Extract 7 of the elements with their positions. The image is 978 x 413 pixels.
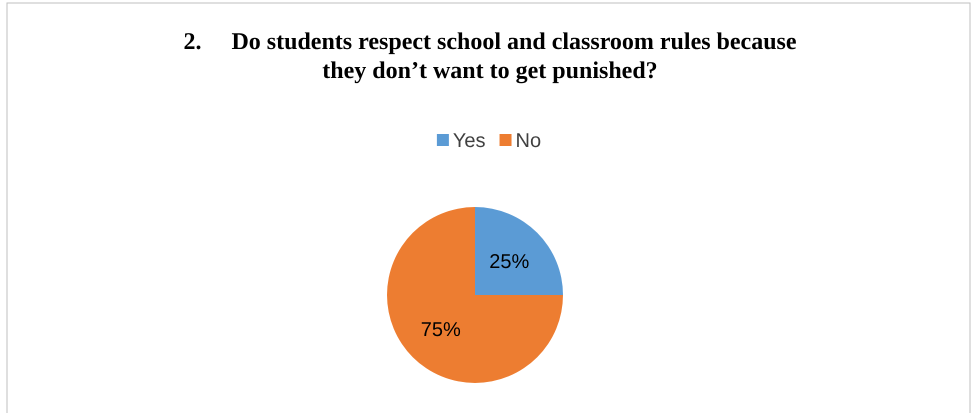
pie-slice <box>475 207 563 295</box>
data-label: 25% <box>489 250 530 273</box>
legend-label: Yes <box>452 130 486 152</box>
legend-label: No <box>516 130 542 152</box>
data-label: 75% <box>420 319 462 342</box>
pie-slice <box>387 207 563 383</box>
chart-title: 2. Do students respect school and classroom rules because they don’t want to get punished? <box>182 28 798 86</box>
